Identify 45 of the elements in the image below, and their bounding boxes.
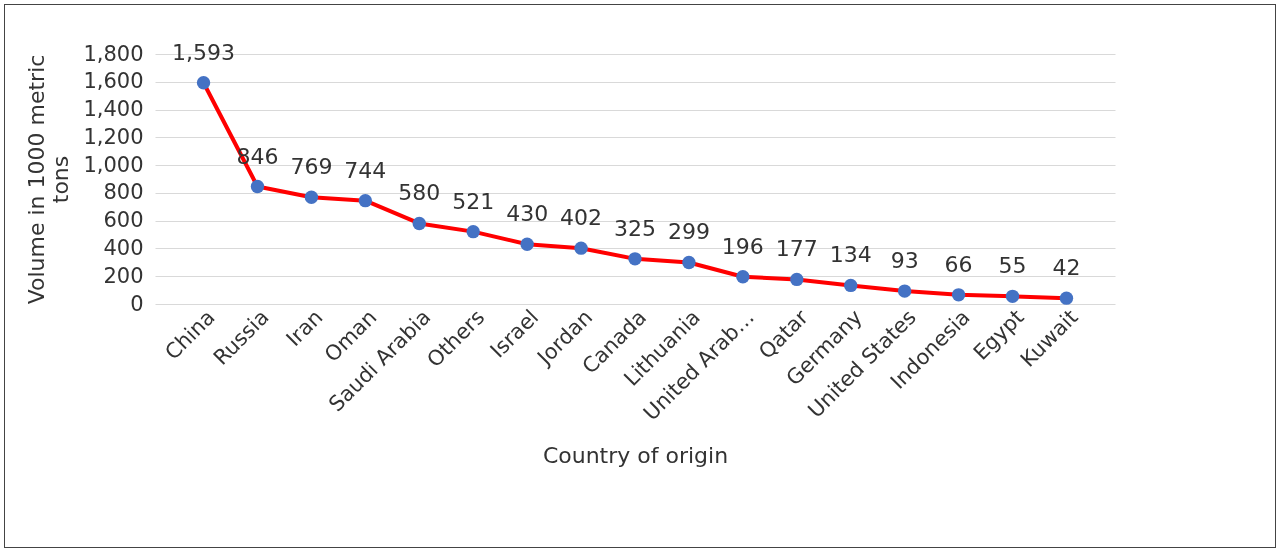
point: [736, 270, 750, 284]
y-tick-label: 400: [103, 235, 144, 260]
point: [790, 272, 804, 287]
data-label: 42: [1052, 255, 1081, 281]
point: [1005, 289, 1020, 304]
x-axis-title: Country of origin: [542, 443, 729, 469]
data-label: 299: [667, 219, 710, 245]
y-tick-label: 200: [103, 263, 144, 288]
point: [628, 252, 642, 266]
y-tick-label: 1,400: [83, 97, 144, 122]
y-tick-label: 1,800: [83, 41, 144, 66]
point: [304, 190, 319, 204]
data-label: 93: [890, 248, 919, 274]
y-axis-title: Volume in 1000 metric tons: [24, 54, 74, 305]
data-label: 134: [829, 242, 872, 268]
point: [358, 193, 373, 208]
data-label: 580: [398, 180, 441, 206]
data-label: 325: [614, 215, 656, 241]
y-tick-label: 1,600: [83, 69, 144, 94]
point: [844, 278, 858, 293]
data-label: 1,593: [172, 39, 236, 65]
data-label: 744: [344, 157, 387, 183]
y-tick-label: 800: [103, 180, 144, 205]
point: [951, 288, 966, 302]
data-label: 196: [721, 233, 764, 259]
point: [682, 255, 696, 270]
data-label: 177: [775, 236, 818, 262]
point: [412, 216, 426, 231]
data-label: 769: [290, 154, 333, 180]
point: [520, 237, 534, 251]
data-label: 521: [452, 188, 495, 214]
y-tick-label: 1,200: [83, 124, 144, 149]
y-tick-label: 1,000: [83, 152, 144, 177]
data-label: 66: [944, 251, 973, 277]
data-label: 402: [560, 205, 603, 231]
point: [250, 179, 265, 194]
data-label: 55: [998, 253, 1027, 279]
data-label: 430: [506, 201, 549, 227]
point: [196, 76, 211, 90]
point: [574, 241, 588, 255]
y-tick-label: 0: [130, 291, 144, 316]
point: [466, 224, 480, 239]
point: [1059, 291, 1074, 305]
point: [897, 284, 912, 298]
y-tick-label: 600: [103, 208, 144, 233]
